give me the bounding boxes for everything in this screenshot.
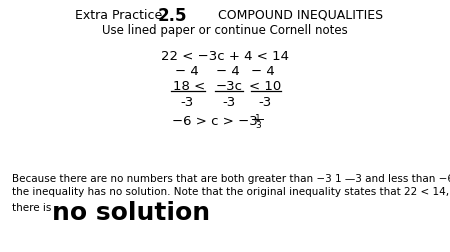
Text: 2.5: 2.5 — [158, 7, 188, 25]
Text: -3: -3 — [258, 96, 272, 109]
Text: − 4: − 4 — [251, 65, 275, 78]
Text: -3: -3 — [180, 96, 194, 109]
Text: -3: -3 — [222, 96, 236, 109]
Text: Extra Practice: Extra Practice — [75, 9, 162, 22]
Text: −3c: −3c — [216, 80, 243, 93]
Text: no solution: no solution — [52, 200, 210, 224]
Text: COMPOUND INEQUALITIES: COMPOUND INEQUALITIES — [218, 9, 383, 22]
Text: − 4: − 4 — [216, 65, 240, 78]
Text: < 10: < 10 — [249, 80, 281, 93]
Text: −6 > c > −3: −6 > c > −3 — [172, 115, 258, 128]
Text: − 4: − 4 — [175, 65, 199, 78]
Text: the inequality has no solution. Note that the original inequality states that 22: the inequality has no solution. Note tha… — [12, 186, 450, 196]
Text: 18 <: 18 < — [173, 80, 205, 93]
Text: 3: 3 — [255, 120, 261, 130]
Text: Use lined paper or continue Cornell notes: Use lined paper or continue Cornell note… — [102, 24, 348, 37]
Text: Because there are no numbers that are both greater than −3 1 —3 and less than −6: Because there are no numbers that are bo… — [12, 173, 450, 183]
Text: there is: there is — [12, 202, 51, 212]
Text: 22 < −3c + 4 < 14: 22 < −3c + 4 < 14 — [161, 50, 289, 63]
Text: 1: 1 — [255, 114, 261, 122]
